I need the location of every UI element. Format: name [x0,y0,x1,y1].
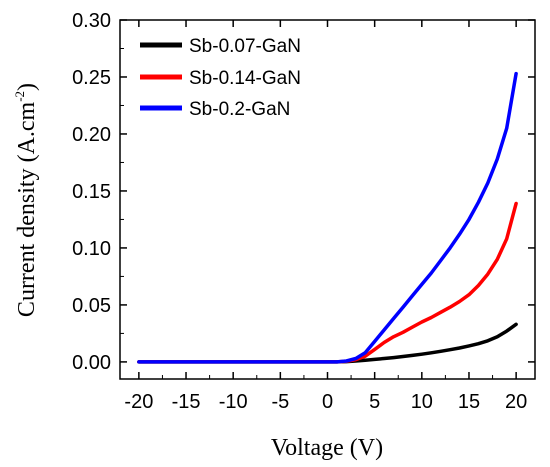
y-tick-label: 0.00 [72,352,111,374]
x-tick-label: 10 [411,391,433,413]
y-tick-label: 0.15 [72,181,111,203]
legend-label: Sb-0.2-GaN [189,99,290,120]
x-tick-label: 20 [505,391,527,413]
x-tick-label: -15 [172,391,201,413]
legend: Sb-0.07-GaN Sb-0.14-GaN Sb-0.2-GaN [140,36,301,120]
y-tick-label: 0.20 [72,124,111,146]
x-axis-title: Voltage (V) [271,435,383,461]
plot-frame [119,19,536,380]
y-axis: 0.00 0.05 0.10 0.15 0.20 0.25 0.30 [72,10,535,374]
series-layer [137,71,518,364]
x-tick-label: -10 [219,391,248,413]
x-tick-label: -5 [271,391,289,413]
y-tick-label: 0.05 [72,295,111,317]
x-tick-label: -20 [124,391,153,413]
y-tick-label: 0.30 [72,10,111,32]
series-line-sb-0-07-gan [137,322,518,364]
x-tick-label: 5 [369,391,380,413]
legend-label: Sb-0.14-GaN [189,68,301,89]
y-tick-label: 0.25 [72,67,111,89]
x-tick-label: 15 [458,391,480,413]
y-axis-title-main: Current density (A.cm [14,101,40,317]
y-tick-label: 0.10 [72,238,111,260]
y-axis-title: Current density (A.cm-2) [12,83,40,317]
x-axis: -20 -15 -10 -5 0 5 10 15 20 [124,20,527,413]
series-line-sb-0-14-gan [137,201,518,364]
series-line-sb-0-2-gan [137,71,518,364]
x-tick-label: 0 [322,391,333,413]
y-axis-title-superscript: -2 [12,91,27,102]
legend-label: Sb-0.07-GaN [189,36,301,57]
y-axis-title-closing: ) [14,83,40,91]
